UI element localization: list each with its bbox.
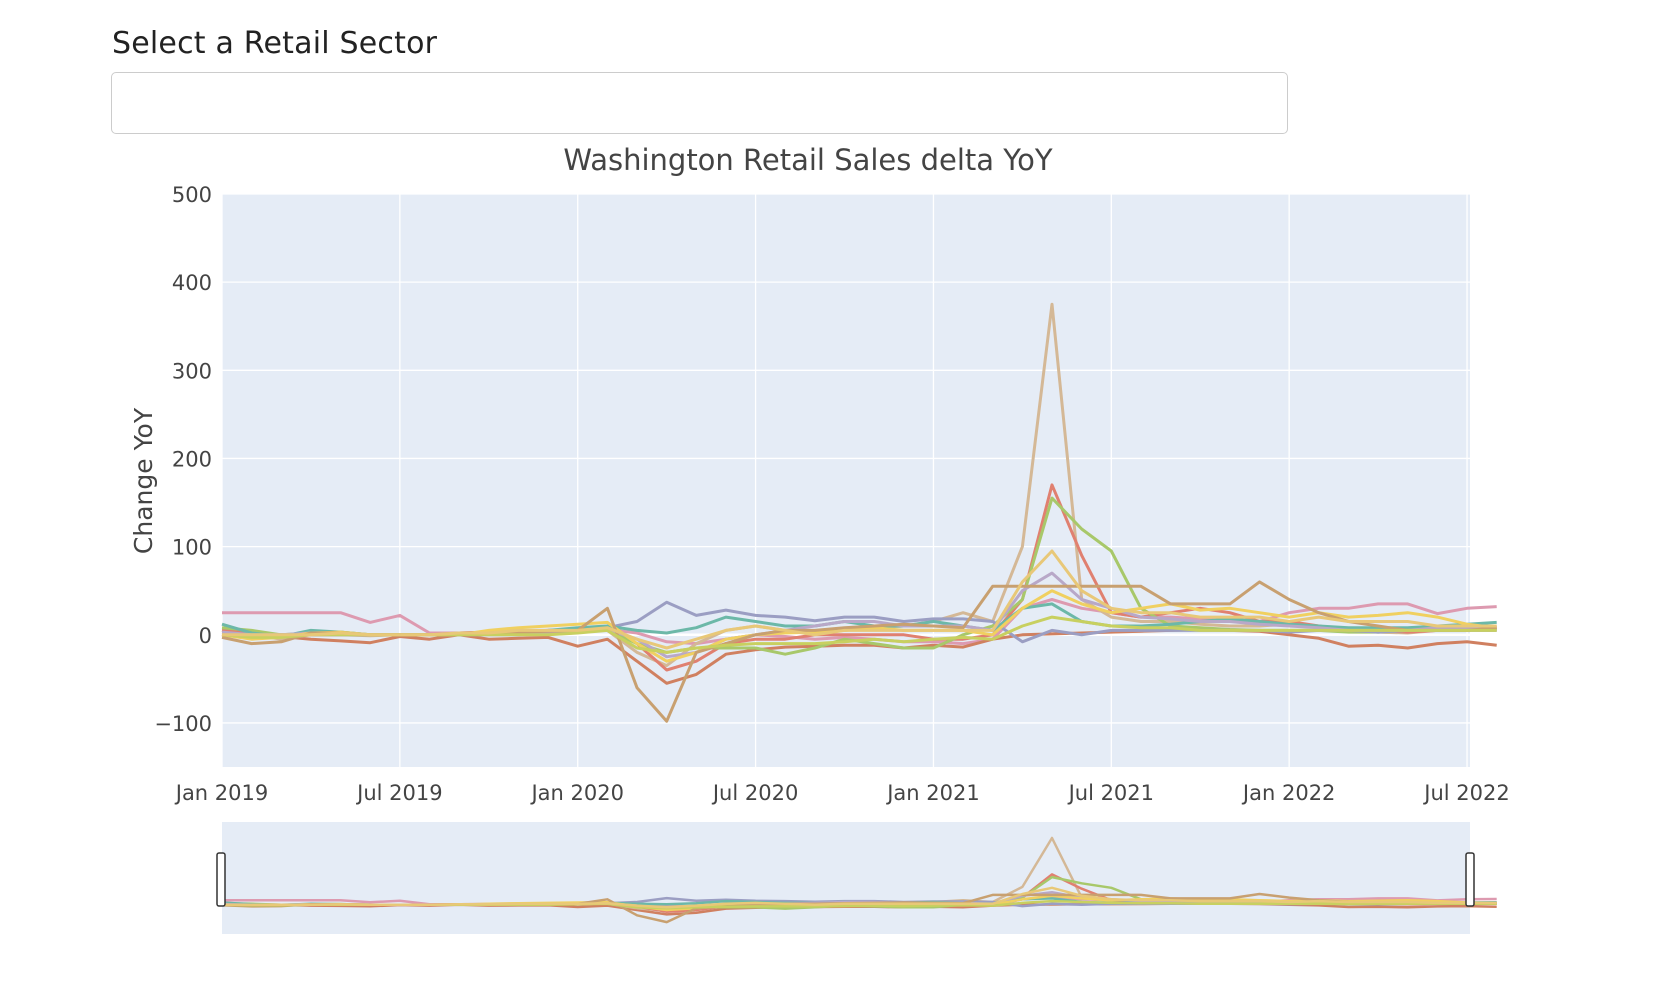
plot-area [222,194,1470,767]
x-tick-label: Jul 2022 [1422,781,1509,805]
chart-title: Washington Retail Sales delta YoY [563,143,1052,177]
y-tick-label: 200 [172,447,212,471]
range-slider-right-handle[interactable] [1465,852,1475,907]
dropdown-label: Select a Retail Sector [112,26,438,61]
axis-ticks: −100 0 100 200 300 400 500 Jan 2019 Jul 2019 Jan … [154,183,1509,805]
y-axis-label: Change YoY [129,407,158,554]
y-tick-label: 300 [172,359,212,383]
retail-sector-dropdown[interactable] [111,72,1288,134]
x-tick-label: Jan 2019 [174,781,269,805]
x-tick-label: Jan 2020 [529,781,624,805]
series-lines [221,302,1497,723]
x-tick-label: Jul 2019 [355,781,442,805]
series-line-2 [221,628,1497,685]
range-slider[interactable] [222,822,1470,934]
slider-series-line-12 [222,886,1497,909]
range-slider-lines [221,836,1497,924]
x-tick-label: Jul 2021 [1067,781,1154,805]
y-tick-label: 0 [199,624,212,648]
range-slider-left-handle[interactable] [216,852,226,907]
series-line-12 [222,549,1497,650]
y-tick-label: 400 [172,271,212,295]
y-tick-label: −100 [154,712,212,736]
x-tick-label: Jul 2020 [711,781,798,805]
x-tick-label: Jan 2022 [1241,781,1336,805]
y-tick-label: 500 [172,183,212,207]
y-tick-label: 100 [172,536,212,560]
x-tick-label: Jan 2021 [885,781,980,805]
